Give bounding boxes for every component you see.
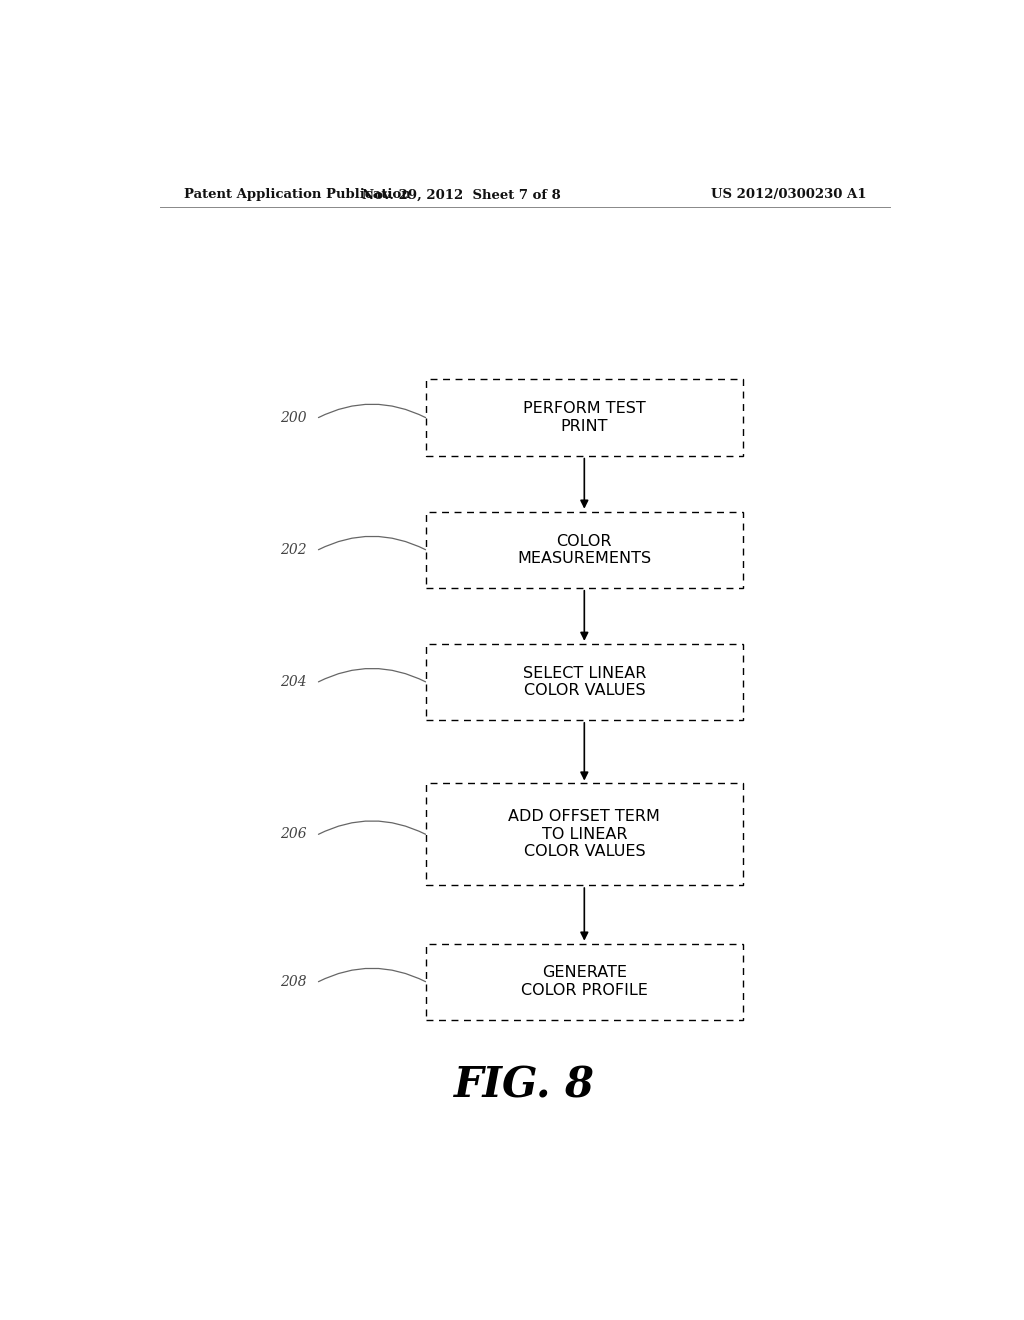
Text: FIG. 8: FIG. 8 [455,1064,595,1106]
Bar [426,784,743,886]
Text: 204: 204 [280,675,306,689]
Text: 200: 200 [280,411,306,425]
Text: GENERATE
COLOR PROFILE: GENERATE COLOR PROFILE [521,965,648,998]
Bar [426,512,743,587]
Text: 208: 208 [280,974,306,989]
Bar [426,644,743,719]
Text: ADD OFFSET TERM
TO LINEAR
COLOR VALUES: ADD OFFSET TERM TO LINEAR COLOR VALUES [508,809,660,859]
Bar [426,944,743,1020]
Text: 202: 202 [280,543,306,557]
Text: 206: 206 [280,828,306,841]
Text: Patent Application Publication: Patent Application Publication [183,189,411,202]
Text: SELECT LINEAR
COLOR VALUES: SELECT LINEAR COLOR VALUES [522,665,646,698]
Text: PERFORM TEST
PRINT: PERFORM TEST PRINT [523,401,646,434]
Text: COLOR
MEASUREMENTS: COLOR MEASUREMENTS [517,533,651,566]
Text: US 2012/0300230 A1: US 2012/0300230 A1 [711,189,866,202]
Text: Nov. 29, 2012  Sheet 7 of 8: Nov. 29, 2012 Sheet 7 of 8 [361,189,561,202]
Bar [426,379,743,455]
